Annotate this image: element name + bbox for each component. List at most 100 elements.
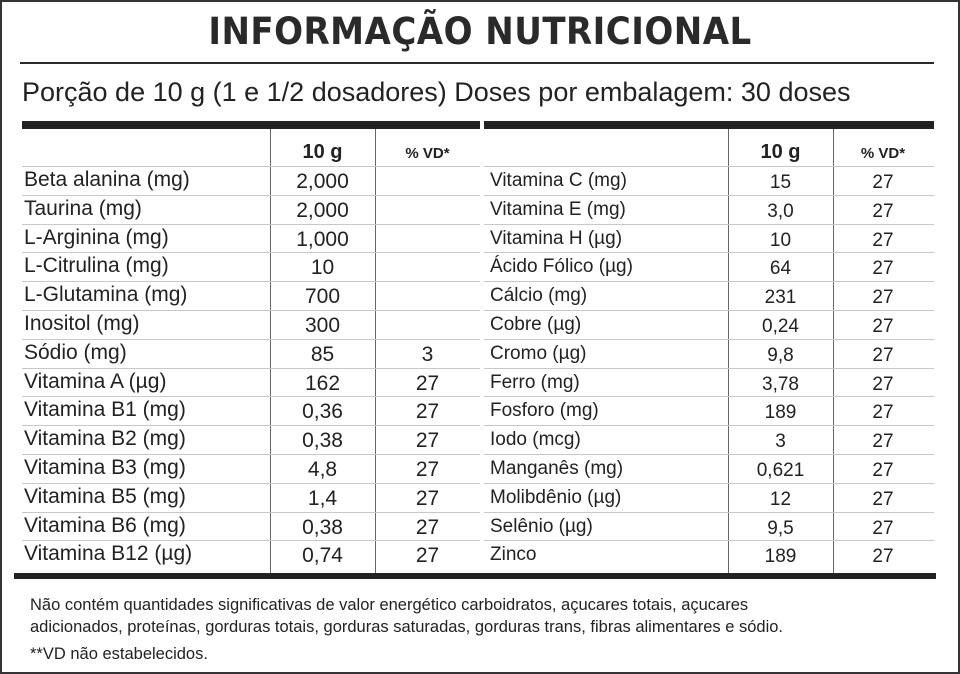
right-row-vd: 27 bbox=[872, 316, 894, 337]
right-row-vd: 27 bbox=[872, 287, 894, 309]
right-row-name: Zinco bbox=[490, 544, 537, 566]
right-row-rule bbox=[484, 540, 934, 542]
left-row-rule bbox=[22, 511, 480, 513]
left-row-name: Inositol (mg) bbox=[24, 312, 140, 335]
left-row-name: Vitamina B5 (mg) bbox=[24, 484, 186, 508]
left-col-divider-1 bbox=[270, 129, 271, 573]
left-row-name: Beta alanina (mg) bbox=[24, 168, 190, 191]
left-row-name: Vitamina B3 (mg) bbox=[24, 456, 186, 479]
right-top-rule bbox=[484, 121, 934, 129]
right-row-rule bbox=[484, 482, 934, 484]
right-header-vd: % VD* bbox=[860, 145, 906, 162]
left-row-vd: 27 bbox=[415, 429, 440, 453]
left-row-vd: 27 bbox=[415, 486, 440, 510]
right-row-vd: 27 bbox=[872, 344, 894, 366]
left-row-rule bbox=[22, 252, 480, 254]
right-row-name: Manganês (mg) bbox=[490, 458, 624, 479]
right-row-value: 3 bbox=[775, 431, 786, 453]
right-row-name: Vitamina E (mg) bbox=[490, 198, 626, 220]
left-row-name: Vitamina B6 (mg) bbox=[24, 513, 186, 537]
left-row-vd: 27 bbox=[415, 515, 440, 539]
left-row-value: 0,38 bbox=[302, 429, 343, 453]
left-row-name: Vitamina B1 (mg) bbox=[24, 398, 186, 422]
right-row-vd: 27 bbox=[872, 402, 894, 424]
right-row-value: 9,8 bbox=[767, 344, 794, 366]
left-row-value: 0,36 bbox=[302, 400, 343, 424]
right-row-value: 0,24 bbox=[762, 316, 799, 337]
left-row-value: 700 bbox=[304, 285, 341, 309]
right-row-value: 3,78 bbox=[762, 373, 799, 395]
right-row-vd: 27 bbox=[872, 517, 894, 539]
right-row-rule bbox=[484, 396, 934, 398]
left-row-name: L-Arginina (mg) bbox=[24, 225, 169, 249]
left-row-name: Vitamina A (µg) bbox=[24, 369, 167, 393]
right-row-name: Selênio (µg) bbox=[490, 515, 593, 537]
right-row-vd: 27 bbox=[872, 488, 894, 510]
right-row-name: Vitamina H (µg) bbox=[490, 227, 623, 249]
right-row-vd: 27 bbox=[872, 229, 894, 251]
right-header-rule bbox=[484, 166, 934, 167]
left-row-name: L-Glutamina (mg) bbox=[24, 283, 188, 307]
footnote-line-3: **VD não estabelecidos. bbox=[30, 645, 208, 663]
right-row-rule bbox=[484, 281, 934, 283]
left-row-value: 0,74 bbox=[302, 544, 343, 568]
left-row-value: 1,4 bbox=[307, 486, 338, 510]
label-title: INFORMAÇÃO NUTRICIONAL bbox=[208, 10, 752, 53]
left-row-vd: 3 bbox=[421, 342, 434, 366]
left-row-vd: 27 bbox=[415, 371, 440, 395]
right-row-vd: 27 bbox=[872, 258, 894, 280]
right-row-name: Iodo (mcg) bbox=[490, 429, 581, 451]
left-row-value: 2,000 bbox=[296, 170, 349, 193]
left-row-name: Sódio (mg) bbox=[24, 340, 127, 364]
left-row-rule bbox=[22, 281, 480, 283]
left-row-rule bbox=[22, 396, 480, 398]
left-row-value: 162 bbox=[304, 371, 341, 395]
right-row-vd: 27 bbox=[872, 200, 894, 222]
left-row-rule bbox=[22, 482, 480, 484]
left-row-rule bbox=[22, 223, 480, 225]
left-row-name: L-Citrulina (mg) bbox=[24, 254, 169, 278]
left-row-name: Taurina (mg) bbox=[24, 196, 142, 220]
left-row-value: 1,000 bbox=[296, 227, 349, 251]
left-row-value: 10 bbox=[310, 256, 335, 280]
left-row-rule bbox=[22, 540, 480, 542]
right-row-value: 3,0 bbox=[767, 200, 794, 222]
left-row-rule bbox=[22, 425, 480, 427]
left-header-rule bbox=[22, 166, 480, 167]
right-header-value: 10 g bbox=[760, 141, 801, 163]
left-row-rule bbox=[22, 367, 480, 369]
right-row-value: 231 bbox=[764, 287, 797, 309]
right-col-divider-1 bbox=[728, 129, 729, 573]
left-row-vd: 27 bbox=[415, 544, 440, 568]
right-row-rule bbox=[484, 511, 934, 513]
left-col-divider-2 bbox=[375, 129, 376, 573]
right-row-value: 189 bbox=[764, 402, 797, 424]
right-row-name: Molibdênio (µg) bbox=[490, 486, 622, 508]
left-row-value: 4,8 bbox=[307, 458, 338, 481]
right-row-name: Ferro (mg) bbox=[490, 371, 580, 393]
right-row-name: Cálcio (mg) bbox=[490, 285, 588, 307]
left-row-name: Vitamina B2 (mg) bbox=[24, 427, 186, 451]
right-row-value: 9,5 bbox=[767, 517, 794, 539]
left-header-vd: % VD* bbox=[405, 145, 450, 162]
right-row-rule bbox=[484, 194, 934, 196]
right-row-value: 0,621 bbox=[756, 460, 805, 481]
right-col-divider-2 bbox=[833, 129, 834, 573]
left-row-vd: 27 bbox=[415, 458, 440, 481]
footnote-line-2: adicionados, proteínas, gorduras totais,… bbox=[30, 618, 783, 636]
right-row-value: 12 bbox=[769, 488, 792, 510]
left-top-rule bbox=[22, 121, 480, 129]
title-rule bbox=[20, 62, 934, 64]
right-row-value: 189 bbox=[764, 546, 797, 568]
right-row-rule bbox=[484, 252, 934, 254]
right-row-rule bbox=[484, 338, 934, 340]
left-row-rule bbox=[22, 338, 480, 340]
right-row-rule bbox=[484, 454, 934, 455]
right-row-name: Cromo (µg) bbox=[490, 342, 587, 364]
left-row-rule bbox=[22, 310, 480, 311]
portion-line: Porção de 10 g (1 e 1/2 dosadores) Doses… bbox=[22, 77, 851, 107]
right-row-name: Fosforo (mg) bbox=[490, 400, 599, 422]
right-row-vd: 27 bbox=[872, 373, 894, 395]
right-row-rule bbox=[484, 310, 934, 311]
